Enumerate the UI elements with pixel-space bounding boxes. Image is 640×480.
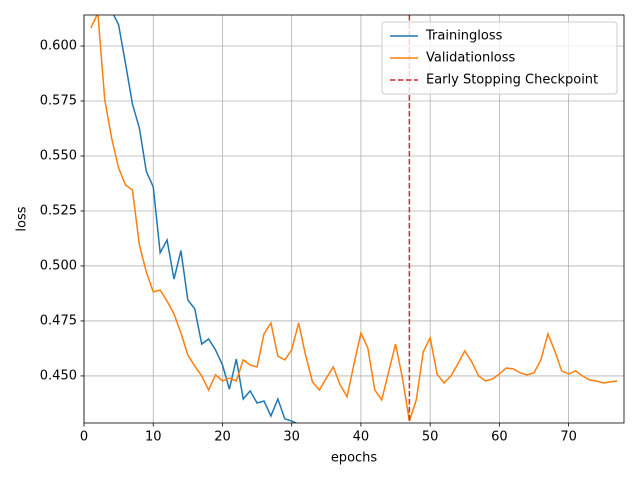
legend: Trainingloss Validationloss Early Stopping… (381, 21, 618, 95)
series-line (90, 15, 618, 422)
x-tick-label: 30 (283, 430, 300, 445)
x-tick-label: 60 (491, 430, 508, 445)
axes-frame (83, 14, 625, 424)
x-axis-label: epochs (331, 451, 378, 466)
legend-box (381, 21, 618, 95)
y-tick-label: 0.550 (40, 148, 77, 163)
y-axis-label: loss (15, 206, 30, 231)
y-tick-label: 0.450 (40, 368, 77, 383)
x-tick-label: 20 (214, 430, 231, 445)
y-tick-label: 0.475 (40, 313, 77, 328)
y-tick-label: 0.525 (40, 203, 77, 218)
plot-area (90, 15, 618, 423)
x-tick-label: 40 (353, 430, 370, 445)
x-tick-label: 10 (145, 430, 162, 445)
legend-label: Early Stopping Checkpoint (426, 73, 598, 88)
x-tick-label: 0 (80, 430, 88, 445)
legend-label: Validationloss (426, 51, 516, 66)
x-tick-label: 70 (560, 430, 577, 445)
series-line (112, 15, 298, 423)
legend-label: Trainingloss (425, 29, 503, 44)
y-tick-label: 0.575 (40, 93, 77, 108)
y-tick-label: 0.600 (40, 39, 77, 54)
x-tick-label: 50 (422, 430, 439, 445)
y-tick-label: 0.500 (40, 258, 77, 273)
